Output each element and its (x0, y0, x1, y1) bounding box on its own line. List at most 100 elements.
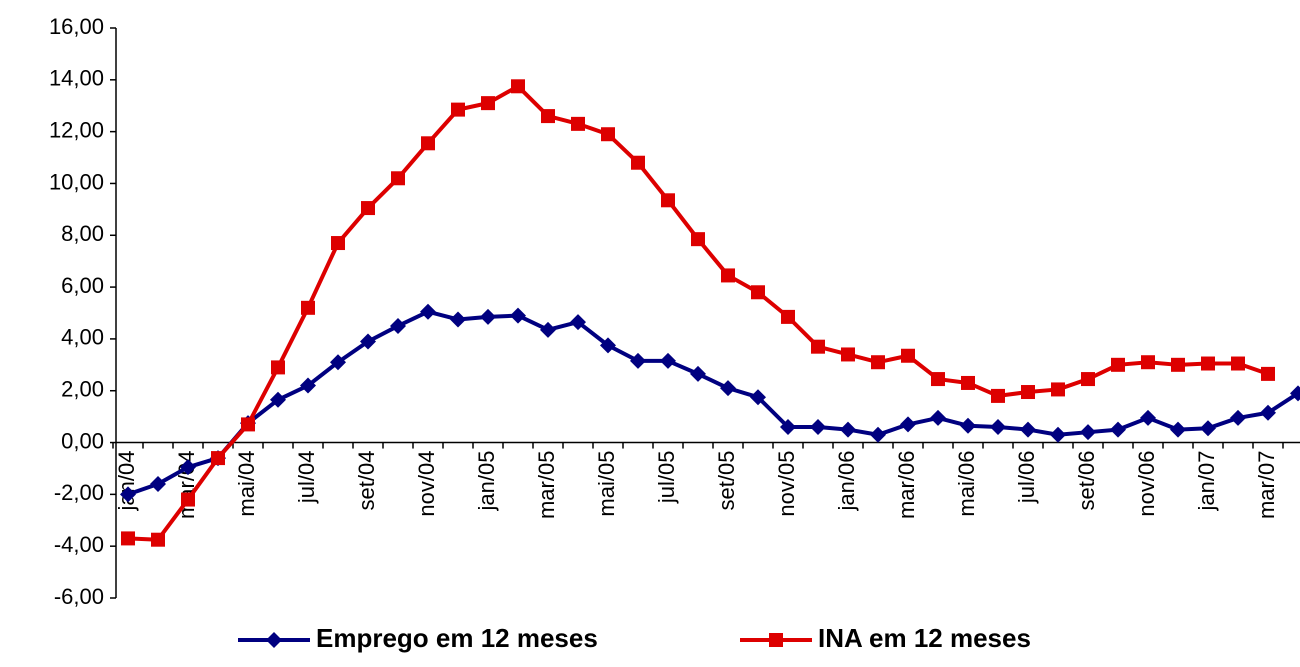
marker (1230, 409, 1246, 426)
marker (1201, 356, 1215, 371)
marker (511, 79, 525, 94)
marker (1020, 421, 1036, 438)
marker (901, 348, 915, 363)
y-tick-label: -4,00 (54, 532, 104, 557)
marker (331, 236, 345, 251)
marker (450, 311, 466, 328)
marker (961, 375, 975, 390)
y-tick-label: 14,00 (49, 66, 104, 91)
marker (1231, 356, 1245, 371)
x-tick-label: jul/06 (1014, 451, 1039, 505)
marker (960, 417, 976, 434)
x-tick-label: jan/06 (834, 451, 859, 512)
x-tick-label: mai/05 (594, 451, 619, 517)
marker (1081, 372, 1095, 387)
marker (1080, 424, 1096, 441)
marker (151, 532, 165, 547)
y-tick-label: 6,00 (61, 273, 104, 298)
marker (811, 339, 825, 354)
marker (1021, 385, 1035, 400)
marker (991, 388, 1005, 403)
x-tick-label: mar/07 (1254, 451, 1279, 519)
marker (840, 421, 856, 438)
x-tick-label: mar/04 (174, 451, 199, 519)
marker (721, 268, 735, 283)
marker (1111, 357, 1125, 372)
marker (660, 352, 676, 369)
marker (1051, 382, 1065, 397)
x-tick-label: jul/05 (654, 451, 679, 505)
marker (361, 201, 375, 216)
marker (211, 451, 225, 466)
marker (691, 232, 705, 247)
marker (751, 285, 765, 300)
marker (570, 314, 586, 331)
marker (421, 136, 435, 151)
x-tick-label: nov/05 (774, 451, 799, 517)
x-tick-label: mai/04 (234, 451, 259, 517)
marker (720, 380, 736, 397)
x-tick-label: jan/07 (1194, 451, 1219, 512)
marker (360, 333, 376, 350)
marker (420, 303, 436, 320)
y-tick-label: 4,00 (61, 325, 104, 350)
marker (301, 300, 315, 315)
marker (271, 360, 285, 375)
marker (870, 426, 886, 443)
x-tick-label: set/04 (354, 451, 379, 511)
marker (1200, 420, 1216, 437)
x-tick-label: jul/04 (294, 451, 319, 505)
marker (1170, 421, 1186, 438)
marker (1261, 366, 1275, 381)
marker (900, 416, 916, 433)
marker (769, 633, 783, 647)
legend-label: Emprego em 12 meses (316, 623, 598, 653)
marker (750, 389, 766, 406)
y-tick-label: -6,00 (54, 584, 104, 609)
x-tick-label: nov/04 (414, 451, 439, 517)
y-tick-label: 0,00 (61, 428, 104, 453)
marker (1290, 385, 1300, 402)
marker (510, 307, 526, 324)
marker (1140, 409, 1156, 426)
marker (631, 155, 645, 170)
x-tick-label: nov/06 (1134, 451, 1159, 517)
marker (1050, 426, 1066, 443)
series-line (127, 309, 1300, 497)
marker (390, 317, 406, 334)
marker (150, 476, 166, 492)
marker (690, 365, 706, 382)
legend-label: INA em 12 meses (818, 623, 1031, 653)
marker (780, 419, 796, 435)
marker (1110, 421, 1126, 438)
marker (241, 417, 255, 432)
y-tick-label: -2,00 (54, 480, 104, 505)
x-tick-label: jan/04 (114, 451, 139, 512)
y-tick-label: 8,00 (61, 221, 104, 246)
marker (266, 632, 282, 648)
marker (181, 492, 195, 507)
marker (180, 459, 196, 476)
marker (1141, 355, 1155, 370)
marker (391, 171, 405, 186)
marker (120, 486, 136, 503)
marker (270, 391, 286, 408)
marker (810, 419, 826, 435)
y-tick-label: 2,00 (61, 377, 104, 402)
marker (330, 354, 346, 371)
marker (451, 102, 465, 117)
marker (1171, 357, 1185, 372)
x-tick-label: set/06 (1074, 451, 1099, 511)
marker (480, 308, 496, 325)
marker (300, 377, 316, 394)
marker (661, 193, 675, 208)
marker (930, 409, 946, 426)
marker (541, 109, 555, 124)
marker (990, 419, 1006, 435)
x-tick-label: mar/05 (534, 451, 559, 519)
marker (600, 337, 616, 354)
y-tick-label: 10,00 (49, 169, 104, 194)
marker (931, 372, 945, 387)
marker (630, 352, 646, 369)
